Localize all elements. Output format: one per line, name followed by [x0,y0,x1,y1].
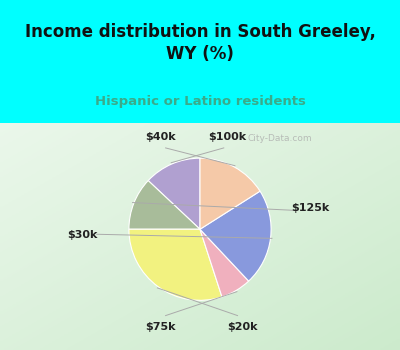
Text: $125k: $125k [291,203,329,213]
Text: $100k: $100k [208,132,246,142]
Text: $20k: $20k [228,322,258,332]
Wedge shape [200,229,249,297]
Text: $30k: $30k [68,230,98,240]
Text: Income distribution in South Greeley,
WY (%): Income distribution in South Greeley, WY… [24,23,376,63]
Wedge shape [148,158,200,229]
Text: $40k: $40k [146,132,176,142]
Wedge shape [129,229,222,300]
Text: Hispanic or Latino residents: Hispanic or Latino residents [94,94,306,107]
Text: $75k: $75k [146,322,176,332]
Wedge shape [129,181,200,229]
Wedge shape [200,191,271,281]
Text: City-Data.com: City-Data.com [247,134,312,143]
Wedge shape [200,158,260,229]
